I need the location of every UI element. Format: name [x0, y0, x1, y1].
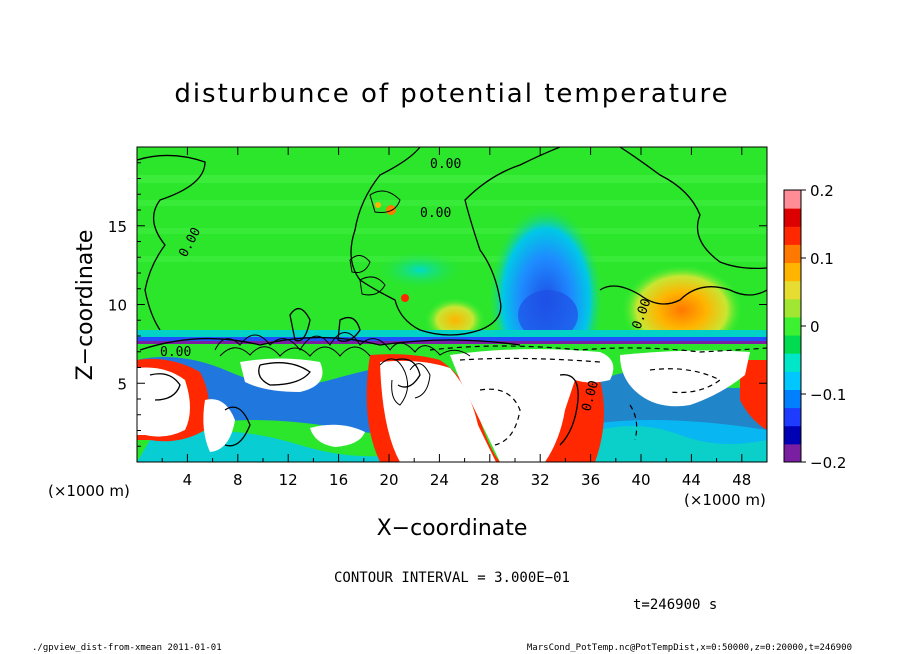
x-unit-left: (×1000 m) [48, 482, 130, 500]
colorbar-segment [784, 335, 801, 354]
x-axis-ticks: 4 8 12 16 20 24 28 32 36 40 44 48 [161, 147, 751, 489]
x-tick-label: 20 [379, 471, 398, 489]
contour-interval: CONTOUR INTERVAL = 3.000E−01 [334, 570, 570, 586]
x-tick-label: 4 [183, 471, 193, 489]
x-tick-label: 36 [581, 471, 600, 489]
y-tick-label: 5 [117, 375, 127, 393]
x-tick-label: 24 [430, 471, 449, 489]
colorbar-segment [784, 280, 801, 300]
white-region [137, 367, 190, 437]
contour-label: 0.00 [160, 345, 191, 360]
plot-area [137, 147, 767, 462]
field-band [137, 228, 767, 234]
contour-lines-dashed [429, 345, 767, 446]
y-axis-label: Z−coordinate [73, 230, 98, 381]
colorbar-segment [784, 443, 801, 463]
fringe-red [740, 360, 767, 430]
colorbar-tick-label: −0.1 [810, 386, 846, 404]
colorbar-segment [784, 208, 801, 227]
colorbar-ticks: 0.2 0.1 0 −0.1 −0.2 [801, 182, 846, 472]
x-tick-label: 12 [279, 471, 298, 489]
colorbar-segment [784, 226, 801, 245]
contour-cluster [214, 190, 471, 406]
warm-speck [375, 202, 381, 208]
warm-speck [386, 205, 396, 215]
contour-lines [137, 147, 767, 447]
colorbar-segment [784, 262, 801, 282]
tropopause-band [137, 337, 767, 341]
colorbar-segment [784, 389, 801, 409]
colorbar-tick-label: 0.2 [810, 182, 834, 200]
x-tick-label: 8 [233, 471, 243, 489]
time-label: t=246900 s [633, 597, 717, 613]
white-region [203, 399, 235, 452]
turbulence-cyan-right [560, 420, 767, 462]
field-band [137, 175, 767, 183]
x-tick-label: 16 [329, 471, 348, 489]
x-unit-right: (×1000 m) [684, 491, 766, 509]
colorbar-segment [784, 425, 801, 445]
tropopause-band [137, 341, 767, 344]
colorbar-tick-label: 0.1 [810, 250, 834, 268]
warm-speck [401, 294, 409, 302]
cold-column-core [518, 290, 578, 340]
x-axis-label: X−coordinate [377, 516, 528, 541]
colorbar-segment [784, 244, 801, 264]
colorbar-segment [784, 371, 801, 390]
cool-patch [375, 250, 465, 290]
colorbar-tick-label: 0 [810, 318, 820, 336]
y-tick-label: 10 [108, 297, 127, 315]
y-axis-ticks: 5 10 15 [108, 162, 767, 447]
y-tick-label: 15 [108, 218, 127, 236]
x-tick-label: 32 [531, 471, 550, 489]
x-tick-label: 40 [631, 471, 650, 489]
x-tick-label: 44 [682, 471, 701, 489]
x-tick-label: 48 [732, 471, 751, 489]
colorbar-segment [784, 190, 801, 209]
chart-title: disturbunce of potential temperature [174, 79, 729, 109]
colorbar-segment [784, 407, 801, 427]
colorbar-segment [784, 298, 801, 318]
contour-label: 0.00 [430, 157, 461, 172]
footer-right: MarsCond_PotTemp.nc@PotTempDist,x=0:5000… [527, 643, 852, 653]
contour-label: 0.00 [420, 206, 451, 221]
white-region [620, 350, 750, 407]
field-band [137, 200, 767, 206]
x-tick-label: 28 [480, 471, 499, 489]
colorbar-tick-label: −0.2 [810, 454, 846, 472]
colorbar [784, 190, 801, 463]
footer-left: ./gpview_dist-from-xmean 2011-01-01 [32, 643, 222, 653]
colorbar-segment [784, 316, 801, 336]
colorbar-segment [784, 353, 801, 372]
white-region [310, 424, 365, 447]
